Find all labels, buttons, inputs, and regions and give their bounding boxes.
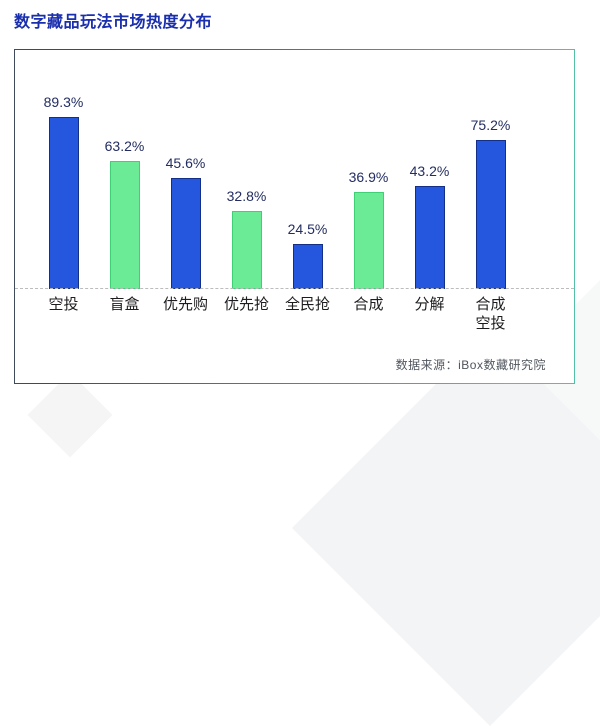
bar-value-label: 43.2% <box>409 163 450 179</box>
x-axis-label-1: 空投 <box>48 296 79 313</box>
bar-value-label: 63.2% <box>104 138 145 154</box>
watermark-chevron-small <box>27 372 113 458</box>
bar-value-label: 45.6% <box>165 155 206 171</box>
bar-2 <box>109 161 140 289</box>
bar-column-2: 63.2% <box>94 50 155 289</box>
bar-column-5: 24.5% <box>277 50 338 289</box>
x-axis-label-3: 优先购 <box>162 296 208 313</box>
bar-column-6: 36.9% <box>338 50 399 289</box>
x-axis-label-7: 分解 <box>414 296 445 313</box>
page-title: 数字藏品玩法市场热度分布 <box>14 14 213 31</box>
bar-value-label: 75.2% <box>470 117 511 133</box>
bar-6 <box>353 192 384 289</box>
x-axis-label-8: 合成 空投 <box>475 296 506 332</box>
bar-value-label: 24.5% <box>287 221 328 237</box>
x-axis-label-4: 优先抢 <box>223 296 269 313</box>
bar-value-label: 32.8% <box>226 188 267 204</box>
bar-column-3: 45.6% <box>155 50 216 289</box>
bar-1 <box>48 117 79 289</box>
bar-value-label: 36.9% <box>348 169 389 185</box>
bar-4 <box>231 211 262 289</box>
x-axis-label-6: 合成 <box>353 296 384 313</box>
bar-value-label: 89.3% <box>43 94 84 110</box>
bar-column-4: 32.8% <box>216 50 277 289</box>
bar-plot-area: 89.3% 63.2% 45.6% 32.8% 24.5% 36.9% 43.2% 75.2% <box>15 50 574 289</box>
chart-frame: 89.3% 63.2% 45.6% 32.8% 24.5% 36.9% 43.2% 75.2%… <box>14 49 575 384</box>
bar-7 <box>414 186 445 289</box>
x-axis-label-2: 盲盒 <box>109 296 140 313</box>
bar-column-7: 43.2% <box>399 50 460 289</box>
bar-3 <box>170 178 201 289</box>
bar-column-8: 75.2% <box>460 50 521 289</box>
data-source-note: 数据来源：iBox数藏研究院 <box>395 358 546 372</box>
x-axis-labels-row: 空投 盲盒 优先购 优先抢 全民抢 合成 分解 合成 空投 <box>15 296 574 334</box>
bar-8 <box>475 140 506 289</box>
x-axis-baseline <box>15 288 574 289</box>
bar-5 <box>292 244 323 289</box>
x-axis-label-5: 全民抢 <box>284 296 330 313</box>
bar-column-1: 89.3% <box>33 50 94 289</box>
